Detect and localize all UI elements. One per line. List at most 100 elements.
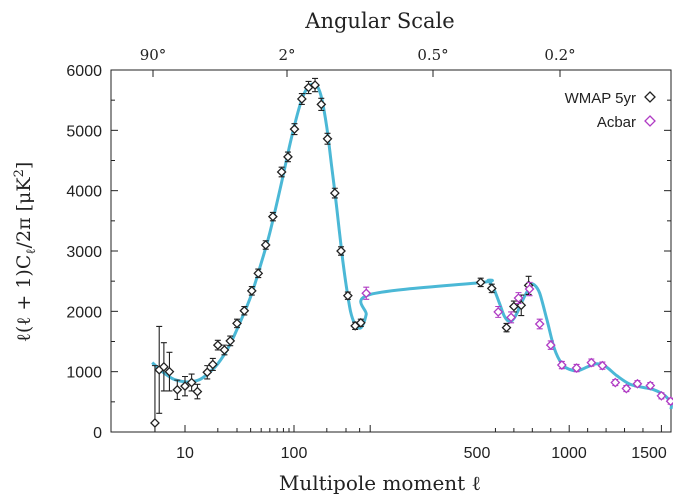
y-tick-label: 3000	[66, 244, 102, 261]
top-tick-label: 90°	[140, 46, 167, 64]
point-marker	[296, 94, 307, 104]
point-marker	[192, 386, 203, 397]
point-marker	[501, 322, 512, 333]
data-point-wmap	[246, 285, 257, 296]
point-marker	[571, 363, 582, 373]
axis-ticks	[111, 69, 671, 433]
point-marker	[310, 80, 320, 91]
data-point-wmap	[164, 351, 175, 392]
point-marker	[534, 319, 545, 329]
data-point-acbar	[665, 396, 673, 407]
data-point-acbar	[621, 383, 632, 394]
point-marker	[212, 340, 223, 351]
data-point-wmap	[336, 246, 346, 256]
data-point-wmap	[486, 283, 497, 294]
y-axis-label-main: ℓ(ℓ + 1)C	[13, 255, 35, 343]
data-point-wmap	[225, 335, 236, 347]
legend: WMAP 5yr Acbar	[565, 90, 656, 131]
data-point-wmap	[172, 379, 183, 400]
top-tick-label: 2°	[278, 46, 295, 64]
data-point-wmap	[475, 277, 486, 288]
point-marker	[545, 340, 556, 351]
data-point-acbar	[524, 281, 535, 297]
y-tick-label: 6000	[66, 63, 102, 80]
y-tick-labels: 0 1000 2000 3000 4000 5000 6000	[66, 63, 102, 442]
y-axis-label: ℓ(ℓ + 1)Cℓ/2π [μK2]	[12, 162, 39, 343]
data-points	[150, 77, 673, 433]
data-point-wmap	[239, 305, 250, 316]
point-marker	[336, 246, 346, 256]
data-point-acbar	[556, 360, 567, 370]
x-tick-label: 1000	[551, 445, 587, 462]
data-point-wmap	[355, 317, 366, 328]
point-marker	[329, 188, 340, 199]
data-point-acbar	[534, 318, 545, 330]
data-point-wmap	[186, 373, 197, 392]
data-point-wmap	[253, 268, 264, 279]
top-tick-labels: 90° 2° 0.5° 0.2°	[140, 46, 576, 64]
point-marker	[322, 133, 333, 144]
x-tick-label: 500	[464, 445, 491, 462]
x-tick-label: 100	[281, 445, 308, 462]
y-tick-label: 2000	[66, 304, 102, 321]
point-marker	[164, 366, 175, 377]
point-marker	[486, 283, 497, 294]
data-point-wmap	[289, 123, 300, 136]
point-marker	[225, 335, 236, 346]
point-marker	[232, 318, 242, 329]
x-tick-label: 1500	[631, 445, 667, 462]
data-point-wmap	[310, 77, 320, 93]
data-point-acbar	[493, 305, 504, 318]
y-axis-label-tail: /2π [μK	[13, 177, 35, 249]
data-point-wmap	[207, 357, 218, 372]
y-tick-label: 1000	[66, 365, 102, 382]
data-point-wmap	[276, 166, 287, 178]
legend-marker-wmap	[644, 91, 656, 103]
legend-label-wmap: WMAP 5yr	[565, 90, 636, 107]
top-tick-label: 0.5°	[417, 46, 448, 64]
point-marker	[361, 288, 372, 299]
data-point-wmap	[501, 322, 512, 333]
legend-label-acbar: Acbar	[597, 114, 636, 131]
data-point-wmap	[219, 344, 230, 356]
data-point-wmap	[192, 383, 203, 400]
point-marker	[283, 151, 293, 162]
y-tick-label: 4000	[66, 184, 102, 201]
y-axis-label-superscript: 2	[12, 169, 27, 177]
point-marker	[610, 377, 621, 388]
point-marker	[632, 378, 643, 389]
data-point-wmap	[232, 318, 242, 329]
point-marker	[186, 377, 197, 388]
data-point-acbar	[586, 357, 597, 368]
data-point-acbar	[645, 380, 656, 391]
point-marker	[267, 211, 278, 222]
data-point-wmap	[283, 151, 293, 163]
data-point-wmap	[303, 80, 314, 95]
data-point-wmap	[316, 97, 327, 111]
point-marker	[253, 268, 264, 279]
data-point-acbar	[656, 390, 667, 401]
data-point-wmap	[296, 92, 307, 105]
data-point-acbar	[610, 377, 621, 388]
point-marker	[656, 390, 667, 401]
x-tick-labels: 10 100 500 1000 1500	[176, 445, 667, 462]
point-marker	[289, 124, 300, 135]
point-marker	[493, 307, 504, 317]
point-marker	[586, 357, 597, 368]
point-marker	[239, 305, 250, 316]
data-point-wmap	[329, 187, 340, 199]
point-marker	[172, 384, 183, 395]
point-marker	[513, 293, 524, 303]
y-tick-label: 5000	[66, 123, 102, 140]
data-point-acbar	[506, 311, 517, 324]
data-point-wmap	[212, 339, 223, 351]
chart-title: Angular Scale	[304, 9, 454, 33]
point-marker	[246, 285, 257, 296]
point-marker	[180, 381, 190, 392]
y-tick-label: 0	[93, 425, 102, 442]
y-axis-label-close: ]	[13, 162, 35, 169]
point-marker	[355, 317, 366, 328]
data-point-wmap	[158, 342, 169, 392]
data-point-acbar	[632, 378, 643, 389]
